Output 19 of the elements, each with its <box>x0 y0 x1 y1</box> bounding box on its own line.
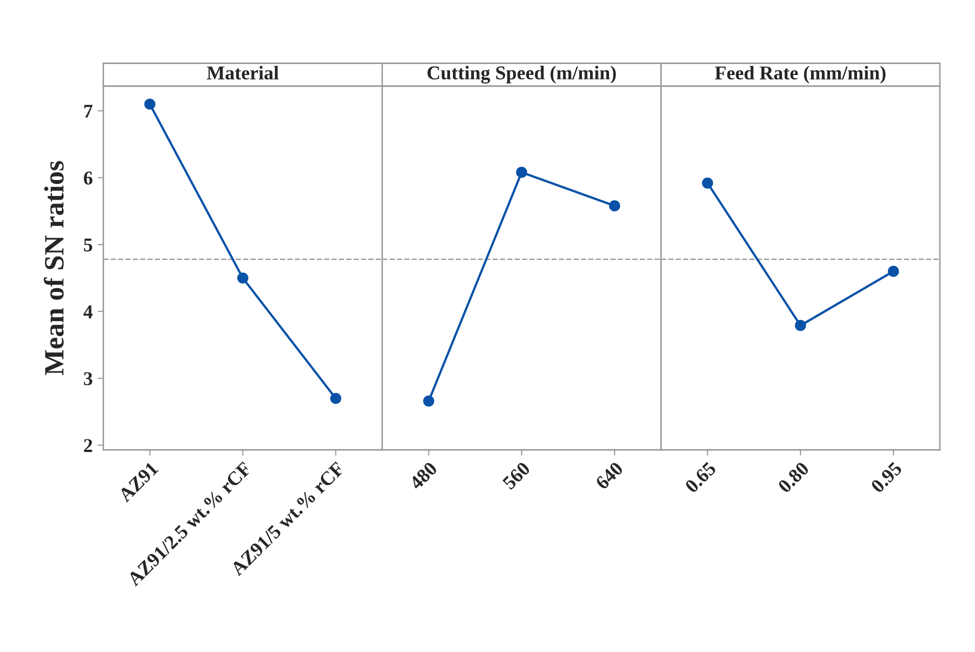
point <box>237 272 248 284</box>
x-tick-label: 0.65 <box>684 461 717 494</box>
y-tick-label: 3 <box>84 372 92 386</box>
y-tick-label: 5 <box>84 238 92 252</box>
chart-title: Feed Rate (mm/min) <box>714 66 886 84</box>
y-axis-title: Mean of SN ratios <box>44 161 64 376</box>
y-tick-label: 6 <box>84 172 92 185</box>
y-tick-label: 7 <box>84 104 92 118</box>
point <box>144 98 156 110</box>
y-tick-label: 2 <box>84 439 92 452</box>
point <box>330 392 342 404</box>
x-tick-label: 560 <box>502 461 531 490</box>
x-tick-label: 640 <box>594 461 624 490</box>
x-tick-label: 480 <box>408 461 438 490</box>
y-tick-label: 4 <box>83 305 93 318</box>
x-tick-label: 0.80 <box>777 461 810 494</box>
chart-title: Cutting Speed (m/min) <box>428 66 616 84</box>
chart-title: Material <box>206 66 279 80</box>
x-tick-label: 0.95 <box>870 461 903 494</box>
